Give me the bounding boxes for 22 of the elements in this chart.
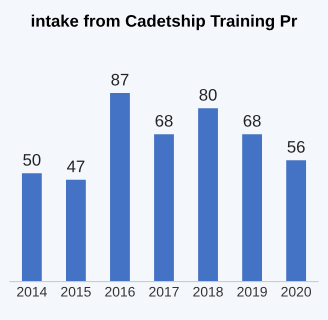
bar	[286, 160, 306, 282]
data-label: 68	[156, 114, 173, 127]
data-label: 50	[23, 154, 40, 166]
x-tick-label: 2018	[193, 286, 223, 297]
x-tick-label: 2017	[149, 286, 179, 297]
data-label: 56	[288, 140, 305, 153]
data-label: 87	[111, 74, 128, 86]
bar	[154, 134, 174, 282]
bar	[22, 173, 42, 282]
chart-title: intake from Cadetship Training Pr	[32, 14, 298, 30]
x-tick-label: 2016	[105, 286, 135, 297]
x-tick-label: 2019	[237, 286, 267, 297]
bar	[66, 180, 86, 282]
data-label: 47	[67, 160, 84, 172]
data-label: 80	[200, 88, 217, 101]
x-tick-label: 2014	[17, 286, 47, 297]
bar	[198, 108, 218, 282]
bar	[110, 93, 130, 282]
bar	[242, 134, 262, 282]
x-tick-label: 2020	[281, 286, 312, 297]
data-label: 68	[244, 114, 261, 127]
x-tick-label: 2015	[61, 286, 91, 297]
